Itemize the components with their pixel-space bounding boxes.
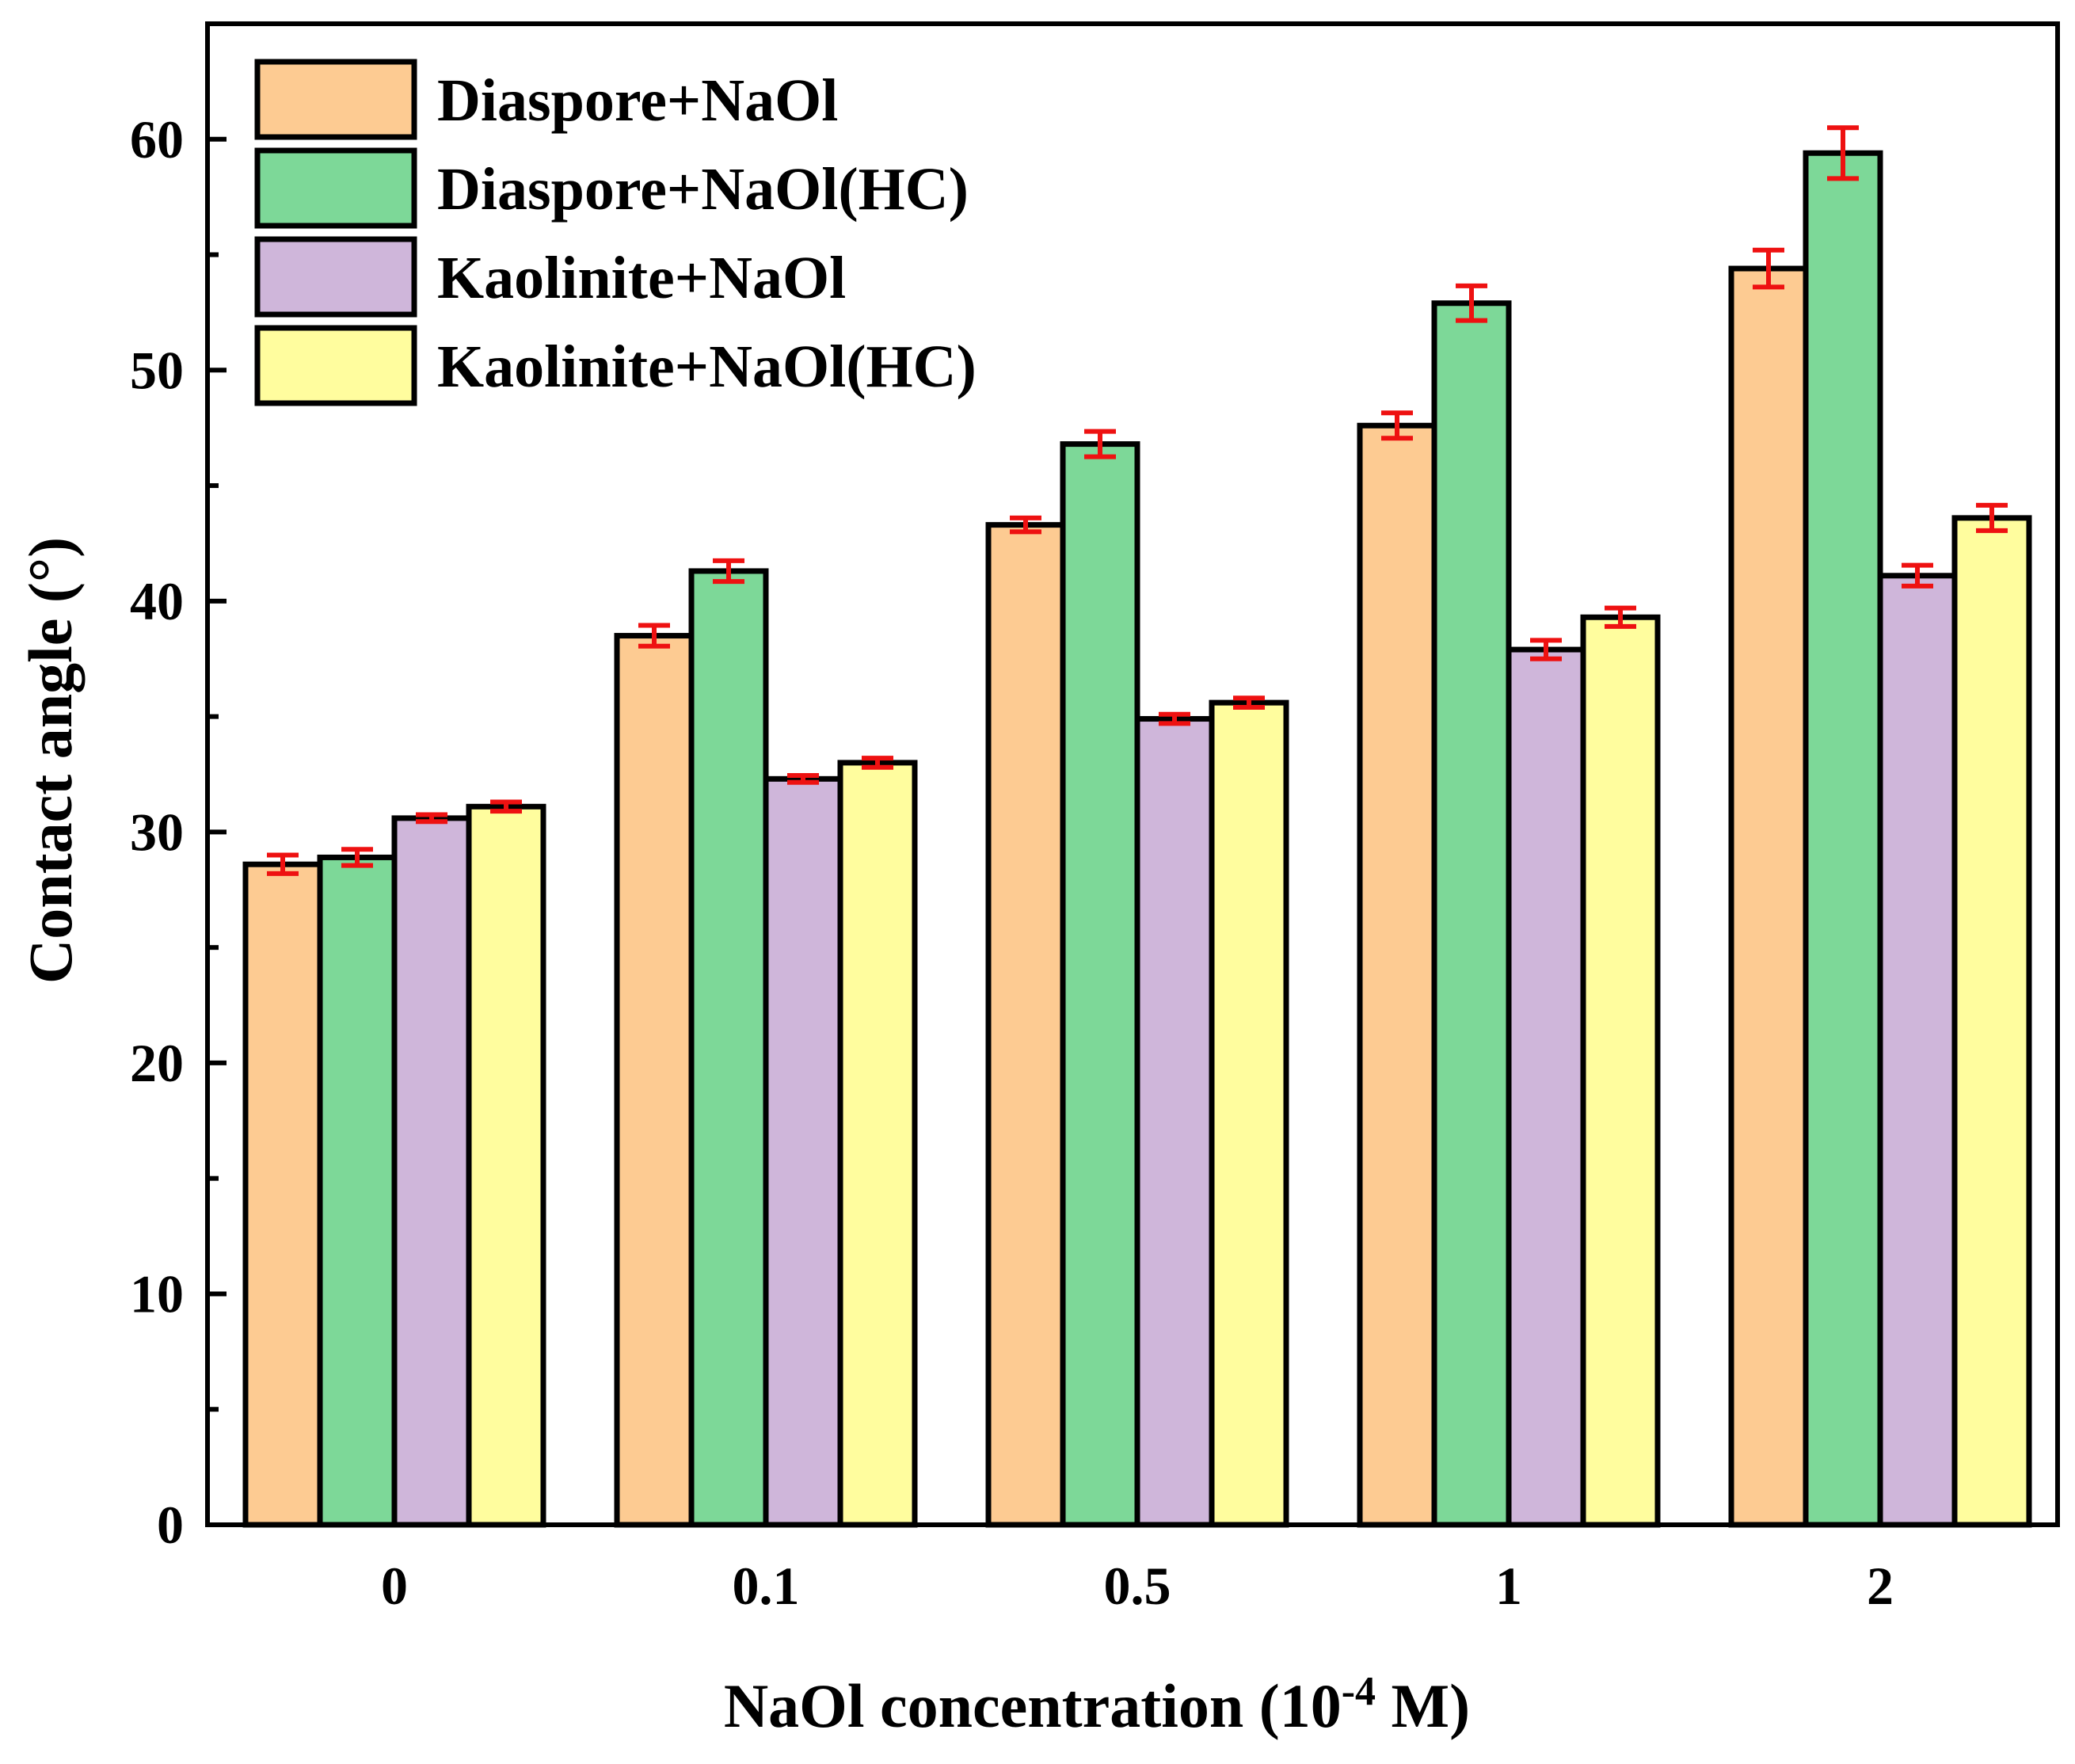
y-tick-label: 40 — [130, 571, 184, 631]
bar-diaspore-naol-0.1 — [614, 633, 695, 1528]
x-tick-label: 0 — [381, 1556, 408, 1616]
legend-swatch — [254, 236, 417, 318]
x-tick-label: 1 — [1495, 1556, 1522, 1616]
y-tick-label: 50 — [130, 340, 184, 400]
bar-kaolinite-naol-hc--2 — [1951, 515, 2032, 1528]
axes-layer: 0 10 20 30 40 50 60 0 0.1 0.5 1 2 — [130, 21, 2060, 1616]
bar-kaolinite-naol-0.5 — [1134, 716, 1215, 1528]
bar-diaspore-naol-0.5 — [985, 522, 1066, 1528]
bar-kaolinite-naol-hc--0.1 — [837, 760, 918, 1528]
bar-diaspore-naol-hc--0.1 — [688, 568, 769, 1528]
x-axis-title-main: NaOl concentration (10 — [724, 1671, 1342, 1740]
bar-kaolinite-naol-1 — [1506, 646, 1586, 1528]
bar-kaolinite-naol-hc--0.5 — [1209, 699, 1289, 1528]
error-bars-layer — [267, 125, 2008, 876]
x-tick-label: 2 — [1867, 1556, 1894, 1616]
legend-swatch — [254, 59, 417, 140]
bar-kaolinite-naol-hc--0 — [466, 803, 546, 1528]
legend-swatch — [254, 147, 417, 229]
x-axis-title-exponent: -4 — [1342, 1669, 1376, 1714]
bar-diaspore-naol-2 — [1728, 265, 1809, 1528]
bar-diaspore-naol-hc--0 — [317, 854, 398, 1528]
bar-diaspore-naol-hc--2 — [1803, 150, 1883, 1528]
bar-kaolinite-naol-2 — [1877, 573, 1958, 1528]
bar-diaspore-naol-hc--0.5 — [1060, 441, 1140, 1528]
bar-kaolinite-naol-hc--1 — [1580, 614, 1661, 1528]
bar-diaspore-naol-0 — [242, 861, 323, 1528]
legend-label: Kaolinite+NaOl — [437, 245, 846, 311]
bar-diaspore-naol-1 — [1357, 422, 1437, 1528]
y-tick-label: 60 — [130, 109, 184, 170]
x-tick-label: 0.5 — [1104, 1556, 1171, 1616]
bar-kaolinite-naol-0 — [391, 815, 472, 1528]
x-axis-title: NaOl concentration (10-4 M) — [724, 1669, 1470, 1740]
y-axis-title: Contact angle (°) — [16, 537, 85, 984]
x-axis-title-unit: M) — [1376, 1671, 1470, 1740]
bar-diaspore-naol-hc--1 — [1431, 300, 1512, 1528]
legend: Diaspore+NaOl Diaspore+NaOl(HC) Kaolinite+… — [254, 59, 977, 406]
legend-label: Kaolinite+NaOl(HC) — [437, 333, 977, 400]
y-tick-label: 0 — [157, 1495, 184, 1555]
y-tick-label: 30 — [130, 802, 184, 862]
x-tick-label: 0.1 — [733, 1556, 800, 1616]
legend-label: Diaspore+NaOl — [437, 67, 838, 134]
legend-label: Diaspore+NaOl(HC) — [437, 156, 969, 223]
y-tick-label: 10 — [130, 1263, 184, 1324]
bar-kaolinite-naol-0.1 — [763, 775, 843, 1528]
y-tick-label: 20 — [130, 1033, 184, 1093]
plot-frame — [205, 21, 2060, 1527]
legend-swatch — [254, 325, 417, 406]
